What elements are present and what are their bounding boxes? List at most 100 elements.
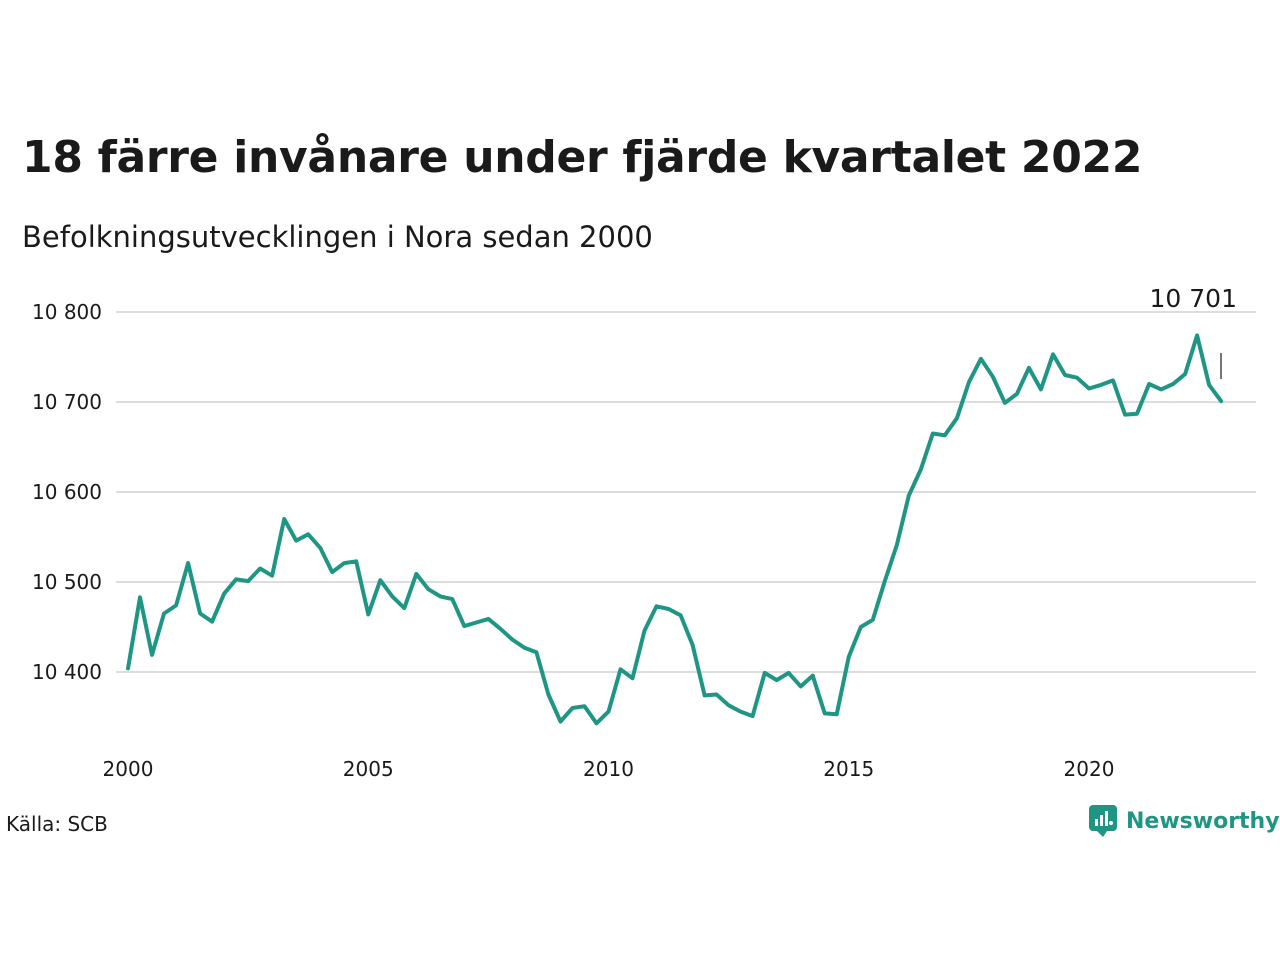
data-point: [679, 613, 683, 617]
y-tick-label: 10 600: [32, 480, 102, 504]
data-point: [787, 671, 791, 675]
data-point: [571, 706, 575, 710]
data-point: [739, 710, 743, 714]
last-value-label: 10 701: [1150, 284, 1237, 313]
y-axis-tick-labels: 10 400 10 500 10 600 10 700 10 800: [32, 300, 102, 684]
data-point: [715, 693, 719, 697]
data-point: [174, 603, 178, 607]
data-point: [282, 517, 286, 521]
data-point: [342, 561, 346, 565]
y-tick-label: 10 500: [32, 570, 102, 594]
data-point: [318, 546, 322, 550]
data-point: [546, 693, 550, 697]
annotation-layer: 10 701: [1150, 284, 1237, 379]
data-point: [486, 617, 490, 621]
data-line: [126, 333, 1224, 726]
data-point: [306, 532, 310, 536]
data-point: [1051, 352, 1055, 356]
y-tick-label: 10 700: [32, 390, 102, 414]
data-point: [1219, 399, 1223, 403]
data-point: [1063, 373, 1067, 377]
data-point: [462, 624, 466, 628]
data-point: [330, 570, 334, 574]
data-point: [1015, 392, 1019, 396]
data-point: [1195, 333, 1199, 337]
data-point: [919, 468, 923, 472]
data-point: [270, 574, 274, 578]
data-point: [763, 671, 767, 675]
data-point: [186, 561, 190, 565]
data-point: [643, 629, 647, 633]
data-point: [895, 543, 899, 547]
data-point: [583, 704, 587, 708]
data-point: [943, 433, 947, 437]
data-point: [811, 674, 815, 678]
data-point: [378, 578, 382, 582]
data-point: [1123, 413, 1127, 417]
data-point: [1039, 387, 1043, 391]
x-tick-label: 2020: [1064, 757, 1115, 781]
data-point: [1003, 401, 1007, 405]
data-point: [835, 712, 839, 716]
data-point: [498, 627, 502, 631]
x-tick-label: 2015: [823, 757, 874, 781]
data-point: [474, 621, 478, 625]
data-point: [847, 655, 851, 659]
data-point: [991, 375, 995, 379]
brand-name: Newsworthy: [1126, 808, 1280, 834]
data-point: [595, 721, 599, 725]
data-point: [162, 612, 166, 616]
data-point: [522, 646, 526, 650]
x-tick-label: 2000: [103, 757, 154, 781]
data-point: [1099, 383, 1103, 387]
data-point: [859, 625, 863, 629]
data-point: [967, 380, 971, 384]
data-point: [1135, 412, 1139, 416]
data-point: [979, 357, 983, 361]
data-point: [534, 650, 538, 654]
data-point: [510, 638, 514, 642]
data-point: [955, 416, 959, 420]
y-tick-label: 10 800: [32, 300, 102, 324]
brand-logo[interactable]: Newsworthy: [1088, 804, 1280, 838]
data-point: [126, 666, 130, 670]
data-point: [234, 577, 238, 581]
data-point: [1207, 383, 1211, 387]
data-point: [150, 653, 154, 657]
gridlines: [116, 311, 1256, 673]
data-point: [1159, 387, 1163, 391]
source-note: Källa: SCB: [6, 812, 108, 836]
data-point: [655, 604, 659, 608]
y-tick-label: 10 400: [32, 660, 102, 684]
data-point: [246, 579, 250, 583]
x-tick-label: 2005: [343, 757, 394, 781]
newsworthy-logo-icon: [1089, 805, 1117, 837]
data-point: [438, 594, 442, 598]
data-point: [727, 703, 731, 707]
data-point: [1087, 387, 1091, 391]
data-point: [1171, 382, 1175, 386]
data-point: [907, 494, 911, 498]
data-point: [138, 595, 142, 599]
data-point: [1111, 378, 1115, 382]
data-point: [1075, 376, 1079, 380]
data-point: [823, 711, 827, 715]
data-point: [390, 594, 394, 598]
data-point: [1027, 366, 1031, 370]
data-point: [450, 597, 454, 601]
x-tick-label: 2010: [583, 757, 634, 781]
data-point: [751, 714, 755, 718]
x-axis-tick-labels: 2000 2005 2010 2015 2020: [103, 757, 1115, 781]
data-point: [258, 567, 262, 571]
data-point: [799, 684, 803, 688]
data-point: [294, 539, 298, 543]
data-point: [691, 643, 695, 647]
data-point: [871, 618, 875, 622]
data-point: [619, 667, 623, 671]
data-point: [210, 620, 214, 624]
data-point: [667, 607, 671, 611]
series-layer: [126, 333, 1224, 726]
data-point: [559, 720, 563, 724]
chart-subtitle: Befolkningsutvecklingen i Nora sedan 200…: [22, 220, 653, 254]
